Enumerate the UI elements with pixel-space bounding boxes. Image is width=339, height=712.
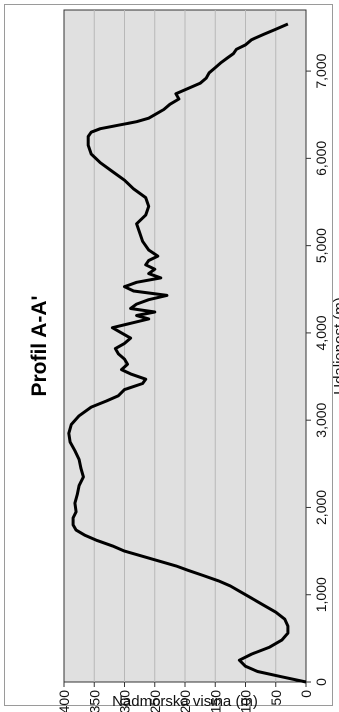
elevation-line <box>67 22 307 684</box>
y-tick-label: 350 <box>86 690 102 712</box>
x-tick-label: 2,000 <box>313 490 329 525</box>
y-tick-label: 50 <box>268 690 284 706</box>
x-tick-label: 7,000 <box>313 53 329 88</box>
x-tick-label: 1,000 <box>313 577 329 612</box>
x-tick-label: 5,000 <box>313 228 329 263</box>
y-axis-label: Nadmorska visina (m) <box>112 693 258 710</box>
y-tick-label: 400 <box>56 690 72 712</box>
y-tick-label: 100 <box>238 690 254 712</box>
x-tick-label: 0 <box>313 678 329 686</box>
x-tick-label: 6,000 <box>313 141 329 176</box>
x-axis-label: Udaljenost (m) <box>331 297 339 395</box>
y-tick-label: 250 <box>147 690 163 712</box>
chart-frame <box>4 4 333 706</box>
chart-title: Profil A-A' <box>28 295 51 396</box>
y-tick-label: 0 <box>298 690 314 698</box>
x-tick-label: 4,000 <box>313 315 329 350</box>
y-tick-label: 150 <box>207 690 223 712</box>
y-tick-label: 200 <box>177 690 193 712</box>
y-tick-label: 300 <box>117 690 133 712</box>
x-tick-label: 3,000 <box>313 402 329 437</box>
gridlines <box>93 10 277 682</box>
y-axis-ticks: 0 50 100 150 200 250 300 350 400 <box>56 682 314 712</box>
x-axis-ticks: 0 1,000 2,000 3,000 4,000 5,000 6,000 7,000 <box>306 53 329 686</box>
